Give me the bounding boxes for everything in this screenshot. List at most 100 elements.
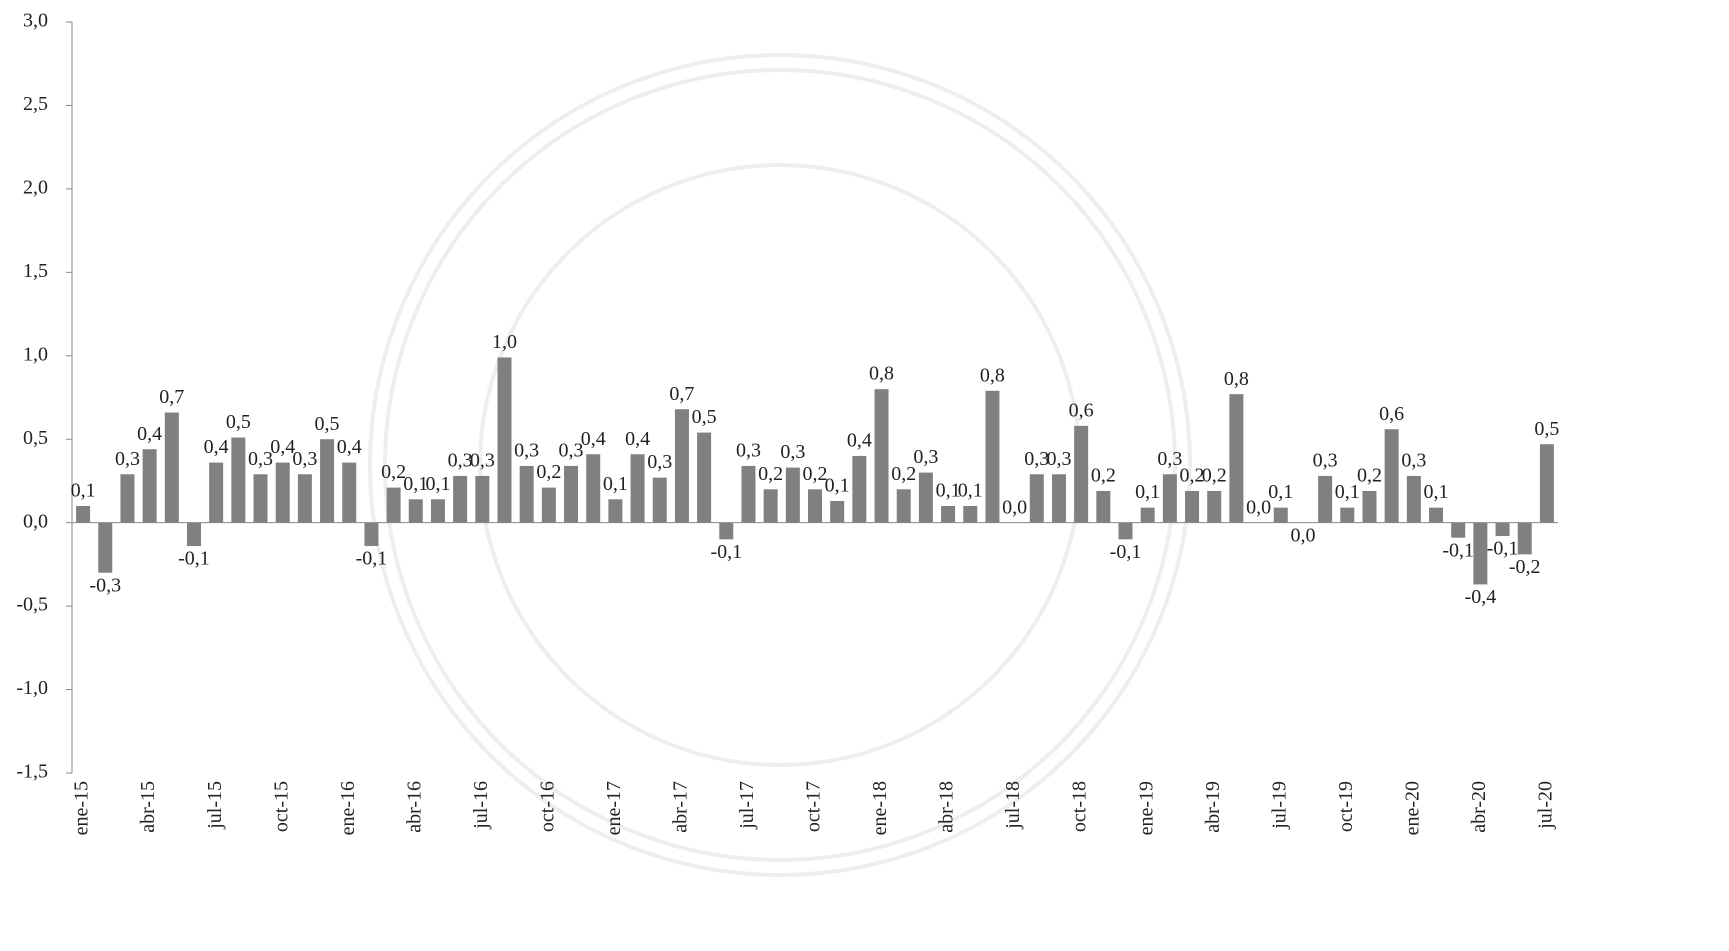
- data-label: 0,2: [803, 463, 828, 485]
- x-tick-label: jul-20: [1535, 781, 1557, 830]
- data-label: 0,3: [448, 450, 473, 472]
- bar: [674, 409, 689, 523]
- data-label: 0,6: [1379, 403, 1404, 425]
- x-tick-label: abr-17: [670, 781, 692, 833]
- data-label: 0,1: [603, 473, 628, 495]
- x-tick-label: abr-15: [137, 781, 159, 833]
- bar: [586, 454, 601, 523]
- data-label: 0,2: [381, 461, 406, 483]
- data-label: 0,1: [1268, 481, 1293, 503]
- bar: [896, 489, 911, 523]
- bar: [1185, 490, 1200, 523]
- bar: [1207, 490, 1222, 523]
- x-tick-label: oct-16: [536, 781, 558, 832]
- y-tick-label: 2,0: [23, 176, 48, 198]
- x-tick-label: ene-20: [1401, 781, 1423, 835]
- data-label: 0,2: [1202, 465, 1227, 487]
- data-label: 0,3: [248, 448, 273, 470]
- y-tick-label: 3,0: [23, 10, 48, 32]
- data-label: 0,3: [780, 441, 805, 463]
- data-label: 0,5: [226, 411, 251, 433]
- bar: [519, 465, 534, 523]
- data-label: 0,5: [315, 413, 340, 435]
- bar: [1429, 507, 1444, 523]
- data-label: 0,3: [1046, 448, 1071, 470]
- x-tick-label: jul-18: [1002, 781, 1024, 830]
- data-label: 0,1: [958, 480, 983, 502]
- data-label: 0,3: [736, 440, 761, 462]
- bar: [918, 472, 933, 523]
- bar: [120, 474, 135, 523]
- x-tick-label: oct-17: [803, 781, 825, 832]
- bar: [541, 487, 556, 523]
- bar: [275, 462, 290, 523]
- bar: [785, 467, 800, 523]
- bar: [985, 390, 1000, 523]
- x-tick-label: jul-15: [204, 781, 226, 830]
- bar: [1162, 474, 1177, 523]
- bar: [1517, 522, 1532, 555]
- bar: [297, 474, 312, 523]
- bar: [142, 449, 157, 523]
- bar: [364, 522, 379, 547]
- data-label: 0,1: [936, 480, 961, 502]
- bar: [497, 357, 512, 523]
- bar: [741, 465, 756, 523]
- data-label: 0,1: [1424, 481, 1449, 503]
- data-label: -0,2: [1509, 556, 1541, 578]
- data-label: -0,3: [89, 574, 121, 596]
- data-label: 0,3: [913, 446, 938, 468]
- data-label: 0,2: [891, 463, 916, 485]
- x-tick-label: jul-17: [736, 781, 758, 830]
- bar: [1096, 490, 1111, 523]
- data-label: 0,5: [692, 406, 717, 428]
- x-tick-label: abr-20: [1468, 781, 1490, 833]
- bar: [98, 522, 113, 573]
- y-tick-label: -0,5: [16, 594, 48, 616]
- data-label: 0,3: [559, 440, 584, 462]
- bar: [253, 474, 268, 523]
- x-tick-label: ene-19: [1135, 781, 1157, 835]
- data-label: 1,0: [492, 331, 517, 353]
- data-label: 0,0: [1002, 496, 1027, 518]
- y-tick-label: 1,0: [23, 343, 48, 365]
- bar: [320, 439, 335, 523]
- bar: [1318, 475, 1333, 523]
- x-tick-label: jul-19: [1268, 781, 1290, 830]
- x-tick-label: oct-19: [1335, 781, 1357, 832]
- bar: [874, 389, 889, 523]
- data-label: 0,2: [1091, 465, 1116, 487]
- bar: [1140, 507, 1155, 523]
- bar: [76, 505, 91, 523]
- data-label: 0,4: [847, 430, 872, 452]
- data-label: 0,4: [137, 423, 162, 445]
- data-label: 0,3: [115, 448, 140, 470]
- y-tick-label: 1,5: [23, 260, 48, 282]
- data-label: 0,3: [1157, 448, 1182, 470]
- data-label: 0,1: [403, 473, 428, 495]
- data-label: 0,2: [536, 461, 561, 483]
- bar: [1340, 507, 1355, 523]
- data-label: 0,8: [980, 364, 1005, 386]
- data-label: -0,1: [1442, 539, 1474, 561]
- bar: [1451, 522, 1466, 538]
- data-label: 0,7: [159, 386, 184, 408]
- bar: [1362, 490, 1377, 523]
- bar: [1406, 475, 1421, 523]
- x-tick-label: ene-18: [869, 781, 891, 835]
- x-tick-label: ene-15: [71, 781, 93, 835]
- x-tick-label: abr-18: [936, 781, 958, 833]
- bar: [164, 412, 179, 523]
- y-tick-label: -1,5: [16, 761, 48, 783]
- bar: [808, 489, 822, 523]
- bar: [475, 475, 490, 523]
- bar: [453, 475, 468, 523]
- data-label: 0,8: [869, 363, 894, 385]
- x-tick-label: abr-19: [1202, 781, 1224, 833]
- data-label: 0,4: [270, 436, 295, 458]
- bar: [1384, 429, 1399, 523]
- bar: [1118, 522, 1133, 540]
- data-label: -0,1: [1110, 541, 1142, 563]
- bar: [186, 522, 201, 547]
